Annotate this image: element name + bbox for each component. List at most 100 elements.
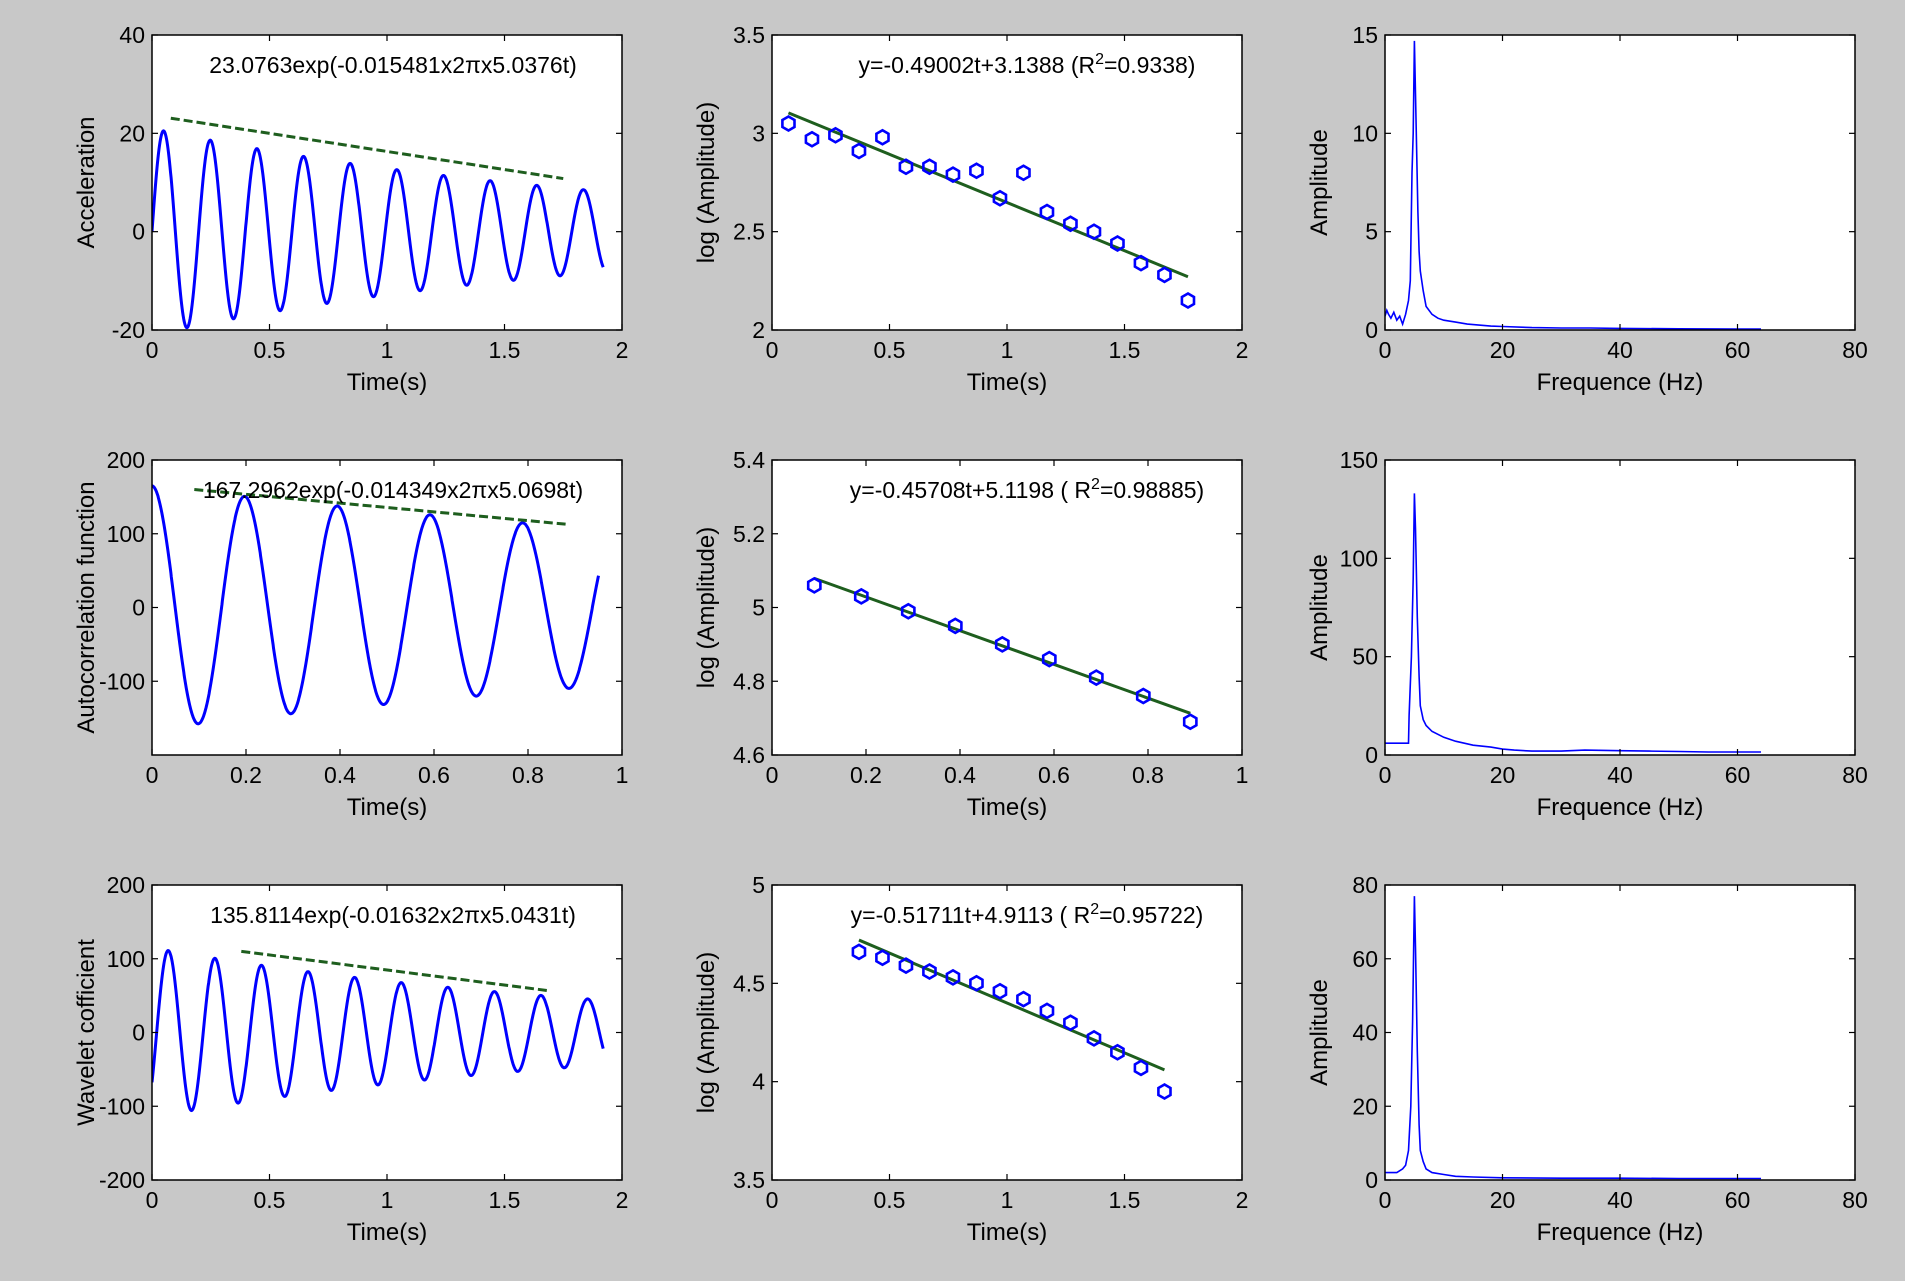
x-tick-label: 40 xyxy=(1607,337,1633,363)
data-point xyxy=(945,166,961,184)
data-point xyxy=(994,635,1010,653)
data-point xyxy=(781,114,796,133)
x-tick-label: 0 xyxy=(146,337,159,363)
data-layer xyxy=(152,949,605,1113)
data-point xyxy=(947,617,963,635)
y-tick-label: 0 xyxy=(1365,317,1378,343)
x-tick-label: 0.6 xyxy=(1038,762,1070,788)
annotation-part: y=-0.45708t+5.1198 ( R xyxy=(850,477,1091,503)
x-tick-label: 0.5 xyxy=(874,337,906,363)
equation-annotation: y=-0.45708t+5.1198 ( R2=0.98885) xyxy=(850,476,1204,503)
x-tick-label: 60 xyxy=(1725,762,1751,788)
x-tick-label: 60 xyxy=(1725,337,1751,363)
x-tick-label: 1 xyxy=(1001,337,1014,363)
y-tick-label: 150 xyxy=(1340,447,1378,473)
x-tick-label: 80 xyxy=(1842,337,1868,363)
data-point xyxy=(1063,215,1078,233)
annotation-part: =0.98885) xyxy=(1100,477,1204,503)
y-tick-label: 200 xyxy=(107,447,145,473)
y-tick-label: 60 xyxy=(1352,946,1378,972)
plot-area xyxy=(772,35,1242,330)
y-tick-label: 4 xyxy=(752,1069,765,1095)
annotation-part: y=-0.49002t+3.1388 (R xyxy=(859,52,1096,78)
data-layer xyxy=(152,116,605,330)
x-tick-label: 0.8 xyxy=(1132,762,1164,788)
y-axis-label: Acceleration xyxy=(73,116,100,248)
x-axis-label: Frequence (Hz) xyxy=(1537,794,1704,821)
x-axis-label: Time(s) xyxy=(347,1219,427,1246)
spectrum-line xyxy=(1385,896,1761,1180)
data-point xyxy=(1157,1082,1172,1101)
x-tick-label: 0.4 xyxy=(944,762,976,788)
x-axis-label: Time(s) xyxy=(347,794,427,821)
equation-annotation: y=-0.51711t+4.9113 ( R2=0.95722) xyxy=(851,901,1204,928)
data-point xyxy=(851,943,867,961)
subplot-1-3: 0 20 40 60 80 0 5 10 15 Frequence (Hz) Amplitude xyxy=(1306,22,1868,396)
x-axis-label: Time(s) xyxy=(347,369,427,396)
plot-area xyxy=(772,460,1242,755)
x-tick-label: 1 xyxy=(381,1187,394,1213)
data-point xyxy=(1133,254,1149,272)
data-point xyxy=(875,949,890,967)
subplot-3-3: 0 20 40 60 80 0 20 40 60 80 Frequence (Hz) Amplitud… xyxy=(1306,872,1868,1246)
y-axis-label: log (Amplitude) xyxy=(693,952,720,1113)
data-point xyxy=(969,162,984,180)
data-point xyxy=(945,968,961,986)
data-layer xyxy=(1385,896,1761,1180)
y-tick-label: 4.6 xyxy=(733,742,765,768)
annotation-part: y=-0.51711t+4.9113 ( R xyxy=(851,902,1091,928)
data-layer xyxy=(1385,40,1761,330)
data-point xyxy=(1180,291,1196,310)
data-point xyxy=(1016,990,1031,1008)
x-tick-label: 0 xyxy=(766,1187,779,1213)
y-tick-label: 100 xyxy=(107,521,145,547)
signal-line xyxy=(152,949,605,1113)
x-tick-label: 20 xyxy=(1490,1187,1516,1213)
data-layer xyxy=(851,938,1172,1101)
x-axis-label: Frequence (Hz) xyxy=(1537,369,1704,396)
x-tick-label: 0 xyxy=(766,337,779,363)
x-tick-label: 1 xyxy=(1001,1187,1014,1213)
data-point xyxy=(853,587,869,605)
superscript-2: 2 xyxy=(1095,51,1104,68)
y-tick-label: 100 xyxy=(107,946,145,972)
data-layer xyxy=(1385,493,1761,753)
x-tick-label: 20 xyxy=(1490,762,1516,788)
subplot-2-1: 0 0.2 0.4 0.6 0.8 1 -100 0 100 200 Time(s) Autocorr… xyxy=(73,447,628,821)
y-tick-label: 40 xyxy=(119,22,145,48)
superscript-2: 2 xyxy=(1090,901,1099,918)
x-tick-label: 1 xyxy=(616,762,629,788)
x-tick-label: 0.5 xyxy=(874,1187,906,1213)
y-axis-label: Wavelet cofficient xyxy=(73,939,100,1126)
y-tick-label: 40 xyxy=(1352,1020,1378,1046)
annotation-part: =0.95722) xyxy=(1099,902,1203,928)
annotation-part: =0.9338) xyxy=(1104,52,1195,78)
y-axis-label: Amplitude xyxy=(1306,129,1333,236)
y-tick-label: 0 xyxy=(132,219,145,245)
subplot-1-1: 0 0.5 1 1.5 2-2002040Time(s)Acceleration23.0… xyxy=(73,22,628,396)
x-tick-label: 1 xyxy=(381,337,394,363)
y-tick-label: -20 xyxy=(112,317,145,343)
y-axis-label: Autocorrelation function xyxy=(73,481,100,733)
data-point xyxy=(1086,1029,1102,1047)
x-tick-label: 0.5 xyxy=(254,1187,286,1213)
data-point xyxy=(851,142,867,160)
x-tick-label: 0 xyxy=(1379,762,1392,788)
x-tick-label: 0.6 xyxy=(418,762,450,788)
plot-area xyxy=(1385,885,1855,1180)
y-tick-label: 3 xyxy=(752,120,765,146)
y-tick-label: 50 xyxy=(1352,644,1378,670)
superscript-2: 2 xyxy=(1091,476,1100,493)
data-point xyxy=(922,962,937,981)
y-tick-label: 15 xyxy=(1352,22,1378,48)
signal-line xyxy=(152,484,600,726)
x-tick-label: 1 xyxy=(1236,762,1249,788)
data-point xyxy=(1135,687,1151,705)
data-layer xyxy=(781,111,1196,310)
spectrum-line xyxy=(1385,40,1761,330)
y-tick-label: 100 xyxy=(1340,545,1378,571)
x-tick-label: 2 xyxy=(1236,337,1249,363)
data-point xyxy=(1039,203,1055,221)
x-tick-label: 2 xyxy=(1236,1187,1249,1213)
data-point xyxy=(898,158,914,176)
